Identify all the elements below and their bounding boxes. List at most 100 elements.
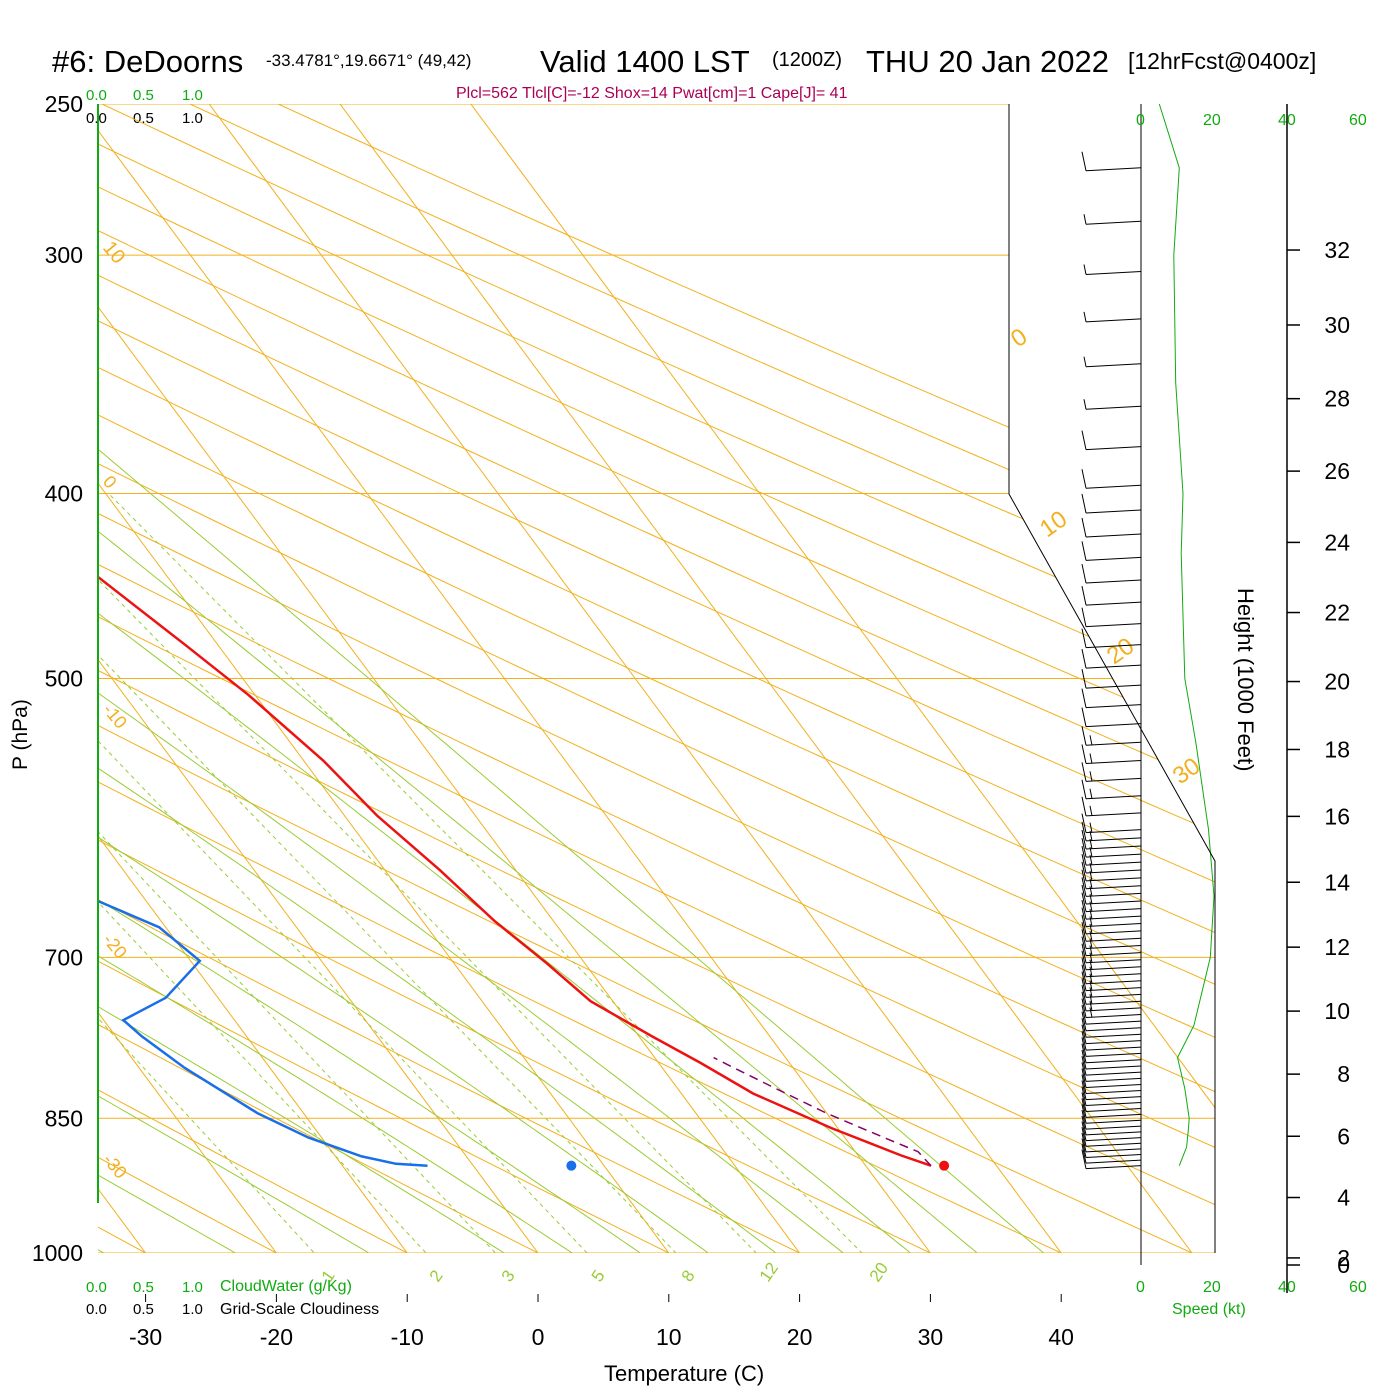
dry-adiabat-line [98,104,1215,1253]
cloudiness-label: Grid-Scale Cloudiness [220,1301,379,1318]
wind-barb [1083,356,1142,368]
wind-barb [1083,264,1142,276]
mixing-ratio-label: 3 [498,1267,519,1286]
parcel-trace [713,1056,932,1167]
surface-temperature-marker [939,1160,950,1171]
speed-scale-top-1: 20 [1203,112,1221,129]
wind-barb [1081,1098,1142,1118]
wind-barb [1081,1121,1142,1142]
wind-barb [1081,907,1142,928]
wind-barb [1081,607,1142,628]
dry-adiabat-line [98,104,1215,1253]
dry-adiabat-line [98,104,619,1253]
wind-barb [1081,957,1142,978]
wind-barb [1081,1037,1142,1057]
moist-adiabat-line [98,104,307,1253]
height-tick-label: 6 [1337,1123,1350,1149]
height-tick-label: 18 [1324,736,1350,762]
wind-barb [1081,669,1142,689]
dry-adiabat-line [98,104,1215,1253]
wind-barb [1081,1144,1142,1164]
mixing-ratio-label: 20 [866,1259,892,1285]
speed-scale-bottom-3: 60 [1349,1279,1367,1296]
pressure-tick-label: 250 [45,91,83,117]
height-tick-label: 30 [1324,312,1350,338]
height-tick-label: 8 [1337,1061,1350,1087]
cloudiness-scale-bottom-1: 0.5 [133,1301,154,1318]
mixing-ratio-line [98,493,534,1253]
speed-scale-top-2: 40 [1278,112,1296,129]
height-tick-label: 0 [1337,1252,1350,1278]
isotherm-label: 10 [98,237,129,268]
cloudwater-scale-bottom-1: 0.5 [133,1279,154,1296]
wind-barb [1081,991,1142,1012]
isotherm-line [98,104,176,1253]
temperature-tick-label: 0 [532,1324,545,1350]
cloudwater-scale-top-0: 0.0 [86,87,107,104]
speed-scale-bottom-0: 0 [1136,1279,1145,1296]
pressure-tick-label: 1000 [32,1240,83,1266]
cloudiness-scale-top-1: 0.5 [133,110,154,127]
wind-barb [1081,943,1142,964]
dry-adiabat-line [98,104,354,1253]
wind-barb [1081,1043,1142,1064]
dry-adiabat-line [98,104,1017,1253]
speed-scale-bottom-2: 40 [1278,1279,1296,1296]
wind-barb [1083,214,1142,225]
temperature-tick-label: -30 [129,1324,162,1350]
height-tick-label: 28 [1324,386,1350,412]
cloudiness-scale-top-2: 1.0 [182,110,203,127]
moist-adiabat-line [98,104,438,1253]
dry-adiabat-line [98,104,1215,1253]
isotherm-line [98,104,307,1253]
speed-scale-top-0: 0 [1136,112,1145,129]
wind-barb [1081,517,1142,538]
wind-barb [1081,978,1142,998]
wind-speed-profile [1158,103,1215,1166]
wind-barb [1081,1005,1142,1025]
wind-barb [1081,914,1142,935]
forecast-tag: [12hrFcst@0400z] [1128,48,1316,74]
wind-barb [1081,707,1142,728]
height-tick-label: 4 [1337,1185,1350,1211]
dry-adiabat-line [98,104,1215,1253]
moist-adiabat-line [98,104,830,1253]
wind-barb [1081,1127,1142,1147]
isotherm-line [333,104,1215,1253]
wind-barb [1081,1086,1142,1107]
wind-layer [1081,103,1215,1170]
wind-barb [1083,311,1142,323]
grid-layer [98,104,1215,1253]
mixing-ratio-line [98,493,716,1253]
wind-barb [1081,744,1142,765]
wind-barb [1081,813,1142,834]
height-tick-label: 24 [1324,529,1350,555]
cloudiness-scale-top-0: 0.0 [86,110,107,127]
wind-barb [1081,936,1142,957]
temperature-tick-label: -20 [260,1324,293,1350]
moist-adiabat-line [98,104,569,1253]
mixing-ratio-label: 5 [588,1267,609,1286]
isotherm-line [98,104,569,1253]
mixing-ratio-label: 12 [756,1259,782,1285]
temperature-tick-label: 20 [787,1324,813,1350]
height-axis-title: Height (1000 Feet) [1233,588,1258,771]
isotherm-line [98,104,830,1253]
dry-adiabat-line [98,104,884,1253]
wind-barb [1081,1030,1142,1051]
dry-adiabat-line [101,104,1215,1253]
dry-adiabat-line [98,104,1215,1253]
cloudwater-scale-top-1: 0.5 [133,87,154,104]
wind-barb [1081,1132,1142,1153]
dry-adiabat-line [98,104,752,1253]
isotherm-label: -30 [99,1150,131,1183]
wind-barb [1081,688,1142,709]
isotherm-line [98,104,700,1253]
wind-barb [1081,1068,1142,1088]
height-tick-label: 12 [1324,934,1350,960]
temperature-profile [98,104,932,1167]
wind-barb [1083,399,1142,410]
isotherm-label: 10 [1035,505,1072,542]
stability-indices: Plcl=562 Tlcl[C]=-12 Shox=14 Pwat[cm]=1 … [456,85,848,102]
height-tick-label: 22 [1324,600,1350,626]
